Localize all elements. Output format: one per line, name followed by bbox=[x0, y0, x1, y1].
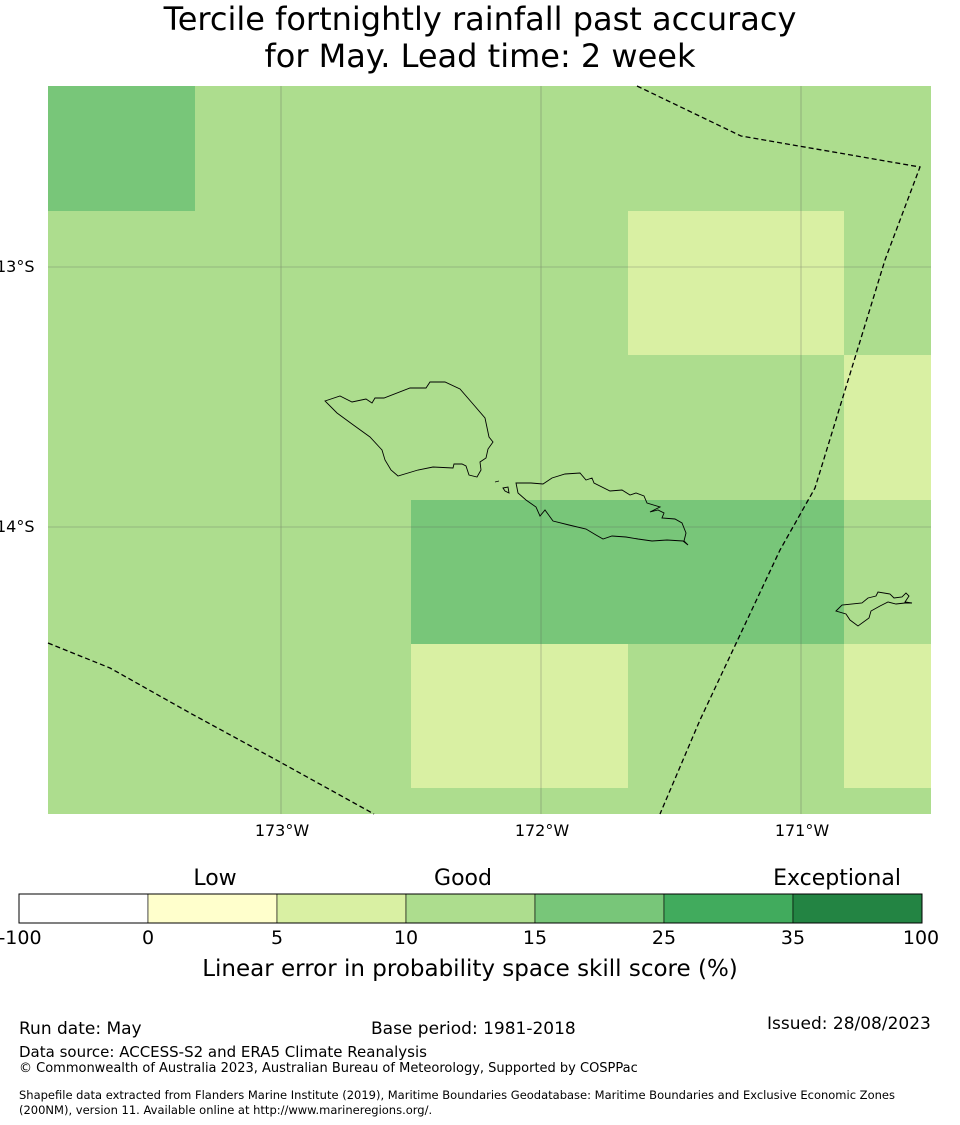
issued-date: Issued: 28/08/2023 bbox=[767, 1014, 931, 1034]
colorbar-tick: 100 bbox=[902, 927, 940, 949]
colorbar-tick: -100 bbox=[0, 927, 42, 949]
skill-cell bbox=[411, 500, 844, 644]
lon-label-173w: 173°W bbox=[254, 821, 310, 840]
skill-map bbox=[47, 85, 931, 815]
colorbar bbox=[18, 893, 923, 924]
eez-boundary bbox=[47, 85, 921, 815]
colorbar-tick: 35 bbox=[780, 927, 806, 949]
colorbar-category-exceptional: Exceptional bbox=[773, 866, 901, 891]
colorbar-tick: 10 bbox=[393, 927, 419, 949]
skill-cell bbox=[48, 86, 195, 211]
lon-label-171w: 171°W bbox=[774, 821, 830, 840]
colorbar-swatch bbox=[663, 893, 794, 924]
map-title-line-2: for May. Lead time: 2 week bbox=[264, 37, 696, 75]
upolu-island bbox=[515, 472, 689, 546]
lat-label-14s: 14°S bbox=[0, 517, 35, 536]
savaii-island bbox=[324, 381, 494, 478]
colorbar-tick: 15 bbox=[522, 927, 548, 949]
colorbar-tick: 0 bbox=[141, 927, 155, 949]
skill-cell bbox=[844, 355, 931, 500]
colorbar-tick: 5 bbox=[270, 927, 284, 949]
tutuila-island bbox=[835, 591, 913, 627]
data-source: Data source: ACCESS-S2 and ERA5 Climate … bbox=[19, 1043, 427, 1061]
colorbar-swatch bbox=[405, 893, 536, 924]
shapefile-credit-line-1: Shapefile data extracted from Flanders M… bbox=[19, 1088, 895, 1102]
colorbar-swatch bbox=[18, 893, 149, 924]
colorbar-category-low: Low bbox=[193, 866, 237, 891]
colorbar-category-good: Good bbox=[434, 866, 492, 891]
skill-cell bbox=[628, 211, 844, 355]
apolima-islet bbox=[494, 480, 500, 483]
graticule bbox=[48, 86, 931, 814]
lat-label-13s: 13°S bbox=[0, 257, 35, 276]
colorbar-tick: 25 bbox=[651, 927, 677, 949]
colorbar-swatch bbox=[276, 893, 407, 924]
map-title-line-1: Tercile fortnightly rainfall past accura… bbox=[163, 0, 797, 38]
skill-cell bbox=[411, 644, 628, 788]
copyright: © Commonwealth of Australia 2023, Austra… bbox=[19, 1061, 638, 1076]
lon-label-172w: 172°W bbox=[514, 821, 570, 840]
colorbar-swatch bbox=[792, 893, 923, 924]
colorbar-title: Linear error in probability space skill … bbox=[202, 956, 738, 982]
shapefile-credit-line-2: (200NM), version 11. Available online at… bbox=[19, 1103, 433, 1117]
skill-cell bbox=[844, 644, 931, 788]
colorbar-swatch bbox=[147, 893, 278, 924]
base-period: Base period: 1981-2018 bbox=[371, 1019, 576, 1039]
manono-islet bbox=[502, 486, 510, 494]
run-date: Run date: May bbox=[19, 1019, 142, 1039]
colorbar-swatch bbox=[534, 893, 665, 924]
